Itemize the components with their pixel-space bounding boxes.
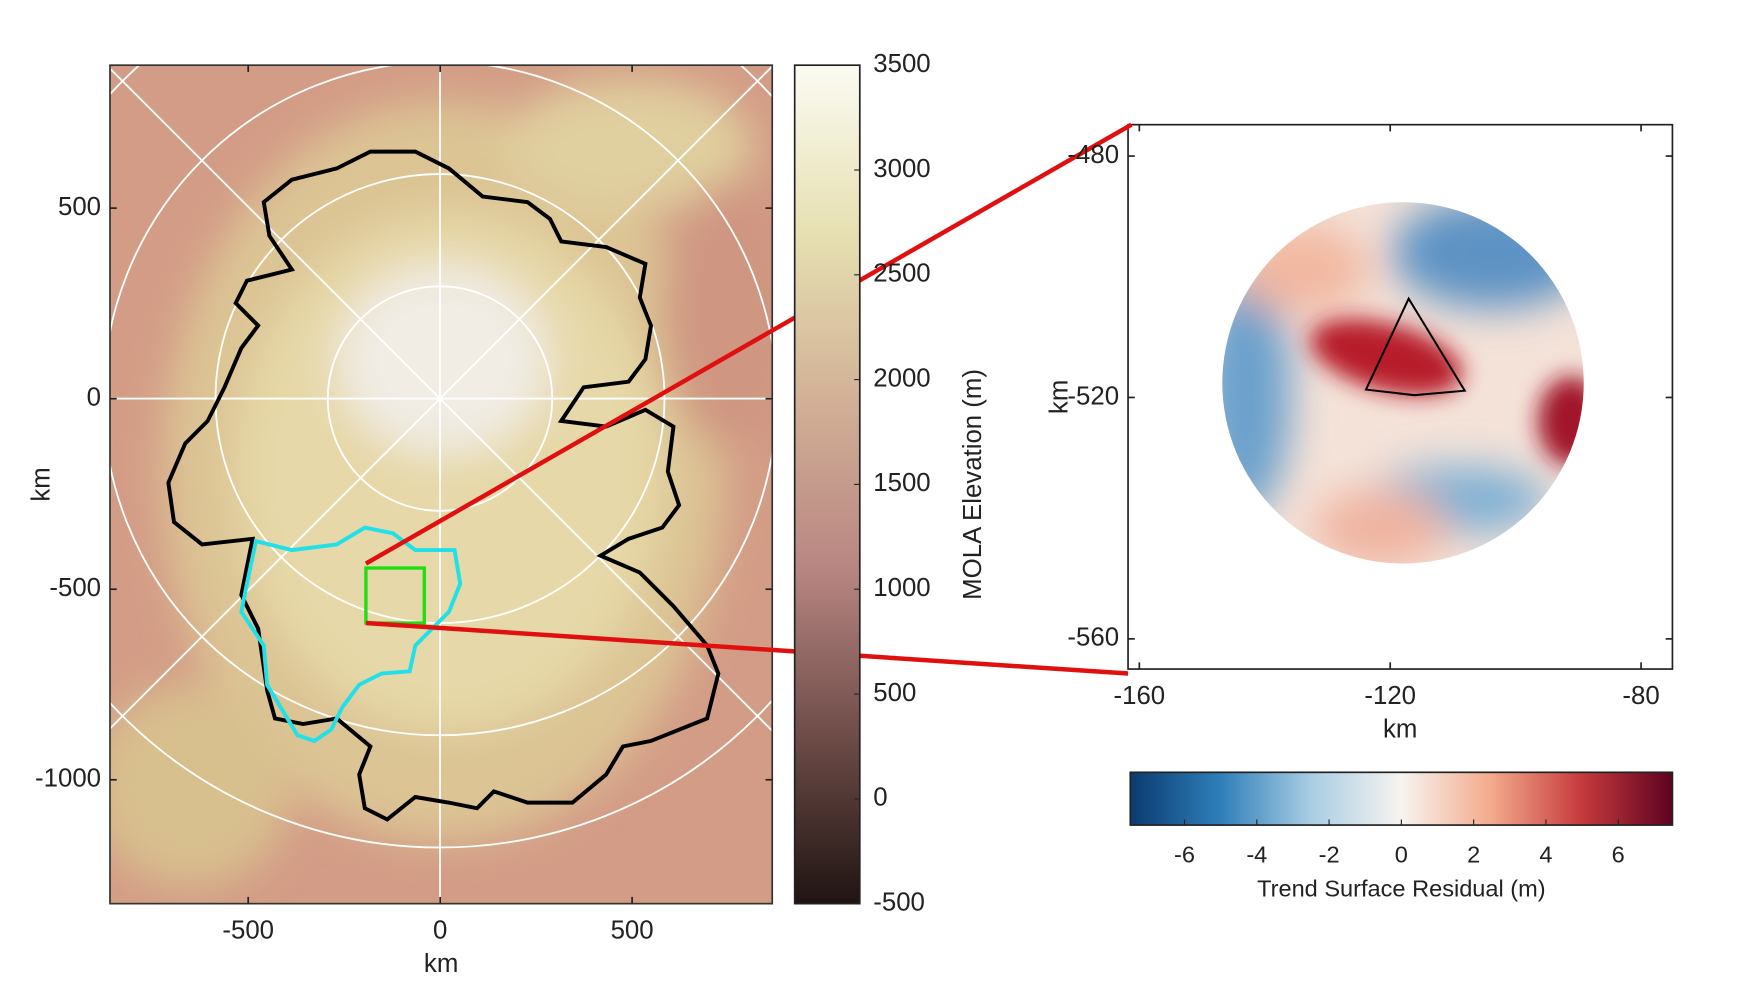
connector-line: [364, 122, 1133, 566]
residual-image: [1222, 202, 1584, 564]
colorbar-tick-label: 1500: [873, 469, 930, 497]
colorbar-tick-label: -6: [1174, 842, 1195, 868]
study-outline: [239, 525, 463, 744]
colorbar-tick-label: 0: [873, 784, 887, 812]
colorbar-tick-label: -500: [873, 888, 925, 916]
y-axis-label: km: [27, 467, 55, 501]
colorbar-tick-label: 2: [1467, 842, 1480, 868]
colorbar-tick-label: 0: [1395, 842, 1408, 868]
connector-line: [365, 620, 1129, 676]
y-tick-label: 0: [87, 383, 101, 411]
region-outline: [166, 149, 721, 822]
colorbar-label: MOLA Elevation (m): [959, 369, 987, 600]
x-tick-label: -160: [1114, 682, 1166, 710]
colorbar-tick-label: 4: [1539, 842, 1552, 868]
colorbar-tick-label: 2000: [873, 364, 930, 392]
colorbar-tick-label: -4: [1246, 842, 1267, 868]
y-tick-label: -500: [49, 574, 101, 602]
feature-outline: [1364, 296, 1467, 397]
colorbar: [1129, 771, 1674, 826]
x-tick-label: -120: [1364, 682, 1416, 710]
y-tick-label: -520: [1067, 382, 1119, 410]
colorbar-tick-label: 1000: [873, 574, 930, 602]
colorbar-tick-label: 3500: [873, 50, 930, 78]
colorbar-tick-label: 2500: [873, 260, 930, 288]
colorbar-tick-label: -2: [1319, 842, 1340, 868]
x-tick-label: -500: [222, 917, 274, 945]
y-tick-label: -480: [1067, 141, 1119, 169]
x-axis-label: km: [424, 950, 458, 978]
polar-grid: [109, 65, 773, 904]
colorbar-tick-label: 3000: [873, 155, 930, 183]
colorbar-tick-label: 500: [873, 679, 916, 707]
map-image: [109, 65, 773, 904]
x-tick-label: 0: [433, 917, 447, 945]
colorbar-tick-label: 6: [1612, 842, 1625, 868]
map-frame: [109, 64, 774, 905]
y-tick-label: -560: [1067, 624, 1119, 652]
x-tick-label: -80: [1622, 682, 1659, 710]
x-tick-label: 500: [611, 917, 654, 945]
colorbar-label: Trend Surface Residual (m): [1257, 875, 1546, 901]
colorbar: [793, 64, 861, 905]
y-tick-label: 500: [58, 193, 101, 221]
y-tick-label: -1000: [35, 765, 101, 793]
x-axis-label: km: [1383, 716, 1417, 744]
y-axis-label: km: [1046, 380, 1074, 414]
